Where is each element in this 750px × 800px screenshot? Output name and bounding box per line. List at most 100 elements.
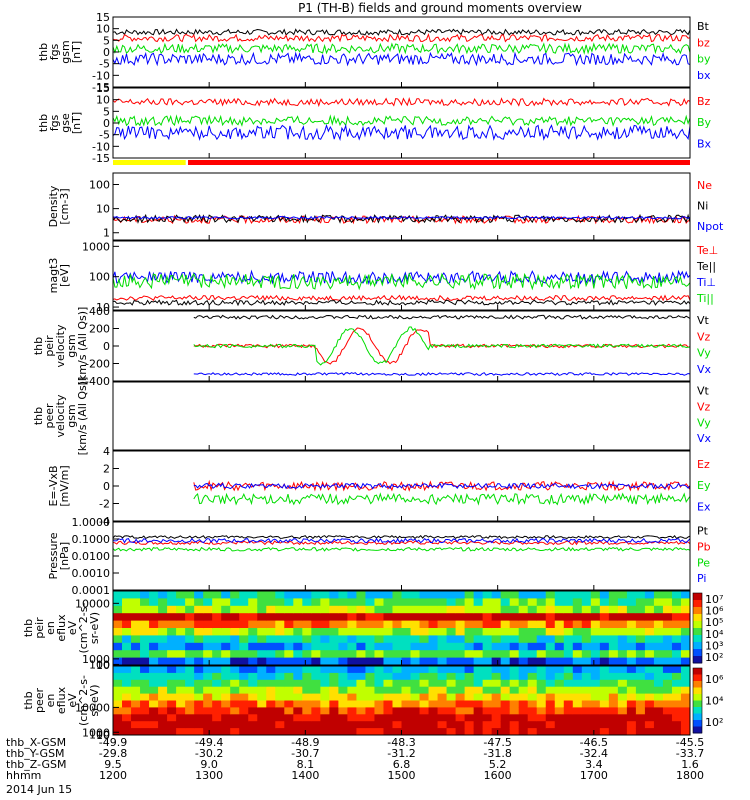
heatmap-cell: [653, 591, 664, 599]
heatmap-cell: [167, 707, 177, 715]
heatmap-cell: [419, 598, 430, 607]
heatmap-cell: [311, 672, 321, 681]
heatmap-cell: [608, 686, 619, 695]
heatmap-cell: [410, 650, 421, 659]
y-tick-label: 5: [103, 105, 110, 118]
heatmap-cell: [482, 666, 493, 674]
heatmap-cell: [563, 672, 574, 681]
heatmap-cell: [437, 672, 448, 681]
heatmap-cell: [167, 679, 177, 688]
heatmap-cell: [347, 714, 357, 722]
heatmap-cell: [320, 642, 330, 651]
heatmap-cell: [455, 693, 466, 701]
heatmap-cell: [455, 620, 466, 629]
heatmap-cell: [626, 693, 637, 701]
heatmap-cell: [455, 591, 466, 599]
heatmap-cell: [140, 714, 150, 722]
date-label: 2014 Jun 15: [6, 783, 72, 796]
colorbar-label: 10⁷: [705, 593, 723, 606]
heatmap-cell: [230, 707, 240, 715]
heatmap-cell: [113, 721, 123, 729]
heatmap-cell: [257, 657, 267, 666]
heatmap-cell: [482, 650, 493, 659]
x-axis-value: 5.2: [489, 758, 507, 771]
heatmap-cell: [239, 679, 249, 688]
heatmap-cell: [599, 642, 610, 651]
heatmap-cell: [590, 635, 601, 644]
legend-entry: bz: [697, 36, 710, 49]
heatmap-cell: [113, 598, 123, 607]
heatmap-cell: [419, 686, 430, 695]
y-tick-label: -2: [99, 498, 110, 511]
heatmap-cell: [131, 686, 141, 695]
heatmap-cell: [158, 650, 168, 659]
heatmap-cell: [122, 672, 132, 681]
heatmap-cell: [554, 728, 565, 736]
heatmap-cell: [644, 672, 655, 681]
heatmap-cell: [653, 714, 664, 722]
heatmap-cell: [464, 635, 475, 644]
heatmap-cell: [176, 728, 186, 736]
heatmap-cell: [302, 628, 312, 636]
heatmap-cell: [320, 605, 330, 614]
heatmap-cell: [365, 686, 375, 695]
y-axis-label: eflux: [55, 686, 68, 714]
heatmap-cell: [311, 679, 321, 688]
series-line-Bx: [112, 123, 691, 141]
heatmap-cell: [464, 707, 475, 715]
heatmap-cell: [302, 666, 312, 674]
heatmap-cell: [635, 707, 646, 715]
heatmap-cell: [662, 700, 673, 708]
heatmap-cell: [122, 620, 132, 629]
heatmap-cell: [365, 642, 375, 651]
heatmap-cell: [176, 679, 186, 688]
heatmap-cell: [464, 591, 475, 599]
colorbar-step: [693, 607, 702, 615]
heatmap-cell: [563, 605, 574, 614]
heatmap-cell: [554, 693, 565, 701]
heatmap-cell: [194, 672, 204, 681]
heatmap-cell: [581, 707, 592, 715]
heatmap-cell: [626, 613, 637, 622]
heatmap-cell: [311, 635, 321, 644]
heatmap-cell: [167, 728, 177, 736]
heatmap-cell: [536, 635, 547, 644]
x-axis-value: 1400: [291, 769, 319, 782]
heatmap-cell: [482, 707, 493, 715]
heatmap-cell: [356, 628, 366, 636]
y-axis-label: thb: [37, 114, 50, 132]
heatmap-cell: [635, 628, 646, 636]
heatmap-cell: [212, 721, 222, 729]
heatmap-cell: [239, 666, 249, 674]
heatmap-cell: [662, 613, 673, 622]
heatmap-cell: [356, 605, 366, 614]
heatmap-cell: [635, 700, 646, 708]
heatmap-cell: [545, 635, 556, 644]
heatmap-cell: [212, 686, 222, 695]
y-tick-label: 100: [89, 658, 110, 671]
heatmap-cell: [491, 635, 502, 644]
heatmap-cell: [518, 657, 529, 666]
heatmap-cell: [554, 707, 565, 715]
heatmap-cell: [275, 628, 285, 636]
heatmap-cell: [158, 679, 168, 688]
heatmap-cell: [392, 650, 402, 659]
heatmap-cell: [329, 686, 339, 695]
heatmap-cell: [284, 650, 294, 659]
heatmap-cell: [590, 598, 601, 607]
heatmap-cell: [347, 666, 357, 674]
heatmap-cell: [383, 707, 393, 715]
heatmap-cell: [545, 650, 556, 659]
heatmap-cell: [662, 672, 673, 681]
heatmap-cell: [140, 700, 150, 708]
heatmap-cell: [311, 666, 321, 674]
heatmap-cell: [374, 657, 384, 666]
heatmap-cell: [131, 679, 141, 688]
heatmap-cell: [635, 679, 646, 688]
heatmap-cell: [428, 693, 439, 701]
heatmap-cell: [338, 591, 348, 599]
heatmap-cell: [554, 666, 565, 674]
y-axis-label: velocity: [54, 394, 67, 437]
heatmap-cell: [293, 679, 303, 688]
heatmap-cell: [266, 620, 276, 629]
